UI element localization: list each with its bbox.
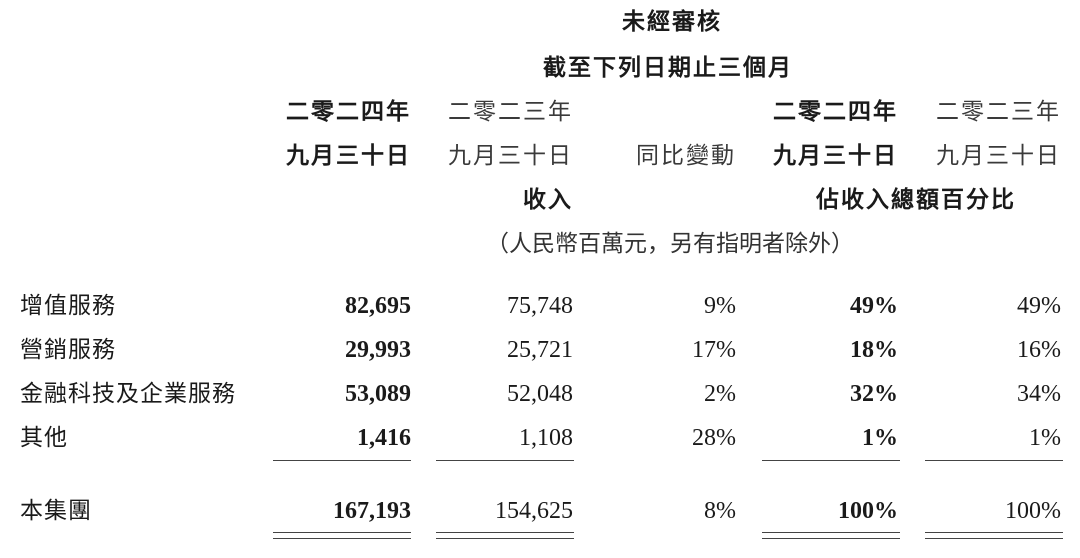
total-double-rule-top [273,532,411,533]
col-header-year-2024-share: 二零二四年 [773,99,898,125]
cell-share-2024: 32% [850,381,898,407]
subtotal-rule [925,460,1063,461]
total-label: 本集團 [20,498,92,524]
cell-share-2023: 1% [1029,425,1061,451]
cell-share-2024: 49% [850,293,898,319]
row-label: 金融科技及企業服務 [20,381,236,407]
row-label: 其他 [20,425,68,451]
subtotal-rule [436,460,574,461]
cell-share-2023: 34% [1017,381,1061,407]
cell-revenue-2024: 29,993 [345,337,411,363]
col-header-yoy-change: 同比變動 [636,143,736,169]
total-revenue-2023: 154,625 [495,498,573,524]
cell-yoy-change: 17% [692,337,736,363]
cell-revenue-2023: 75,748 [507,293,573,319]
cell-revenue-2023: 1,108 [519,425,573,451]
cell-share-2023: 49% [1017,293,1061,319]
col-header-date-2023-revenue: 九月三十日 [448,143,573,169]
total-double-rule-bottom [436,538,574,539]
cell-share-2023: 16% [1017,337,1061,363]
row-label: 增值服務 [20,293,116,319]
cell-yoy-change: 9% [704,293,736,319]
col-header-date-2024-share: 九月三十日 [773,143,898,169]
cell-revenue-2023: 25,721 [507,337,573,363]
col-header-year-2023-share: 二零二三年 [936,99,1061,125]
total-double-rule-top [436,532,574,533]
subtotal-rule [762,460,900,461]
table-title: 未經審核 [622,9,722,35]
total-double-rule-bottom [273,538,411,539]
cell-revenue-2024: 82,695 [345,293,411,319]
cell-yoy-change: 2% [704,381,736,407]
cell-revenue-2023: 52,048 [507,381,573,407]
cell-revenue-2024: 1,416 [357,425,411,451]
col-header-date-2024-revenue: 九月三十日 [286,143,411,169]
total-yoy-change: 8% [704,498,736,524]
total-double-rule-bottom [762,538,900,539]
table-subtitle: 截至下列日期止三個月 [543,55,793,81]
cell-yoy-change: 28% [692,425,736,451]
unit-note: （人民幣百萬元，另有指明者除外） [486,231,854,257]
total-share-2024: 100% [838,498,898,524]
col-header-date-2023-share: 九月三十日 [936,143,1061,169]
cell-share-2024: 1% [862,425,898,451]
col-header-year-2023-revenue: 二零二三年 [448,99,573,125]
total-double-rule-bottom [925,538,1063,539]
group-header-revenue: 收入 [523,187,573,213]
total-revenue-2024: 167,193 [333,498,411,524]
group-header-share: 佔收入總額百分比 [816,187,1016,213]
total-double-rule-top [762,532,900,533]
cell-revenue-2024: 53,089 [345,381,411,407]
col-header-year-2024-revenue: 二零二四年 [286,99,411,125]
total-share-2023: 100% [1005,498,1061,524]
cell-share-2024: 18% [850,337,898,363]
total-double-rule-top [925,532,1063,533]
subtotal-rule [273,460,411,461]
row-label: 營銷服務 [20,337,116,363]
